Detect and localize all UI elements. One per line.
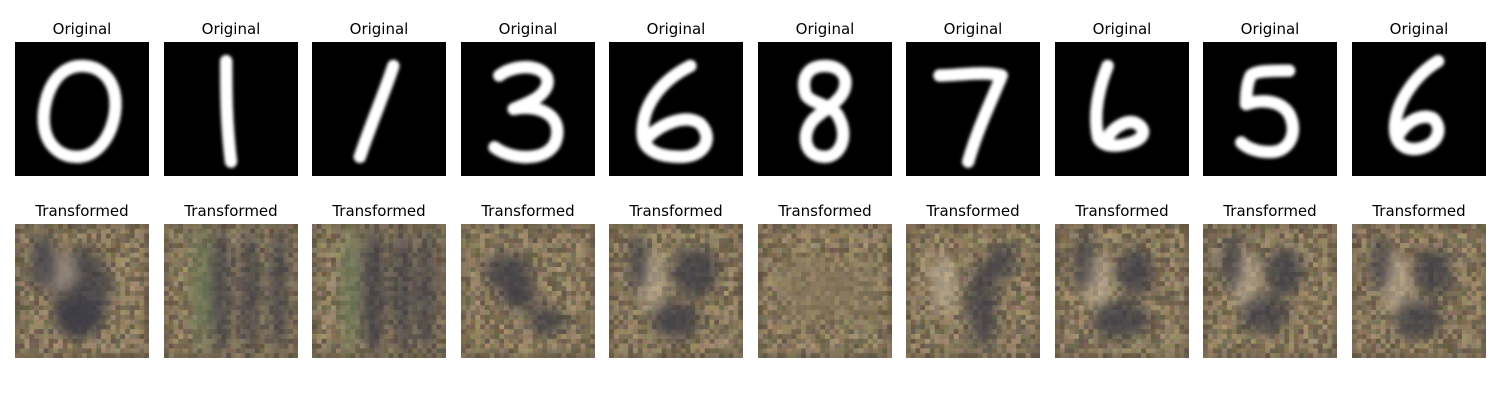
transformed-image [461,224,595,358]
original-panel-title: Original [498,20,558,38]
transformed-image [758,224,892,358]
original-panel-title: Original [201,20,261,38]
original-panel-title: Original [52,20,112,38]
transformed-image [15,224,149,358]
transformed-panel-title: Transformed [1223,202,1317,220]
original-panel-title: Original [1389,20,1449,38]
transformed-panel-title: Transformed [1372,202,1466,220]
transformed-image [1352,224,1486,358]
original-panel-title: Original [795,20,855,38]
transformed-panel-title: Transformed [332,202,426,220]
transformed-image [1203,224,1337,358]
original-digit-image [312,42,446,176]
original-digit-image [1352,42,1486,176]
transformed-panel-title: Transformed [778,202,872,220]
transformed-image [1055,224,1189,358]
transformed-image [906,224,1040,358]
original-digit-image [164,42,298,176]
original-digit-image [609,42,743,176]
original-digit-image [15,42,149,176]
original-digit-image [906,42,1040,176]
transformed-panel-title: Transformed [629,202,723,220]
original-panel-title: Original [646,20,706,38]
transformed-image [609,224,743,358]
original-panel-title: Original [349,20,409,38]
original-panel-title: Original [943,20,1003,38]
transformed-panel-title: Transformed [1075,202,1169,220]
transformed-panel-title: Transformed [35,202,129,220]
original-digit-image [758,42,892,176]
original-panel-title: Original [1092,20,1152,38]
original-panel-title: Original [1240,20,1300,38]
transformed-panel-title: Transformed [926,202,1020,220]
transformed-image [164,224,298,358]
original-digit-image [1203,42,1337,176]
original-digit-image [1055,42,1189,176]
transformed-image [312,224,446,358]
transformed-panel-title: Transformed [481,202,575,220]
transformed-panel-title: Transformed [184,202,278,220]
original-digit-image [461,42,595,176]
